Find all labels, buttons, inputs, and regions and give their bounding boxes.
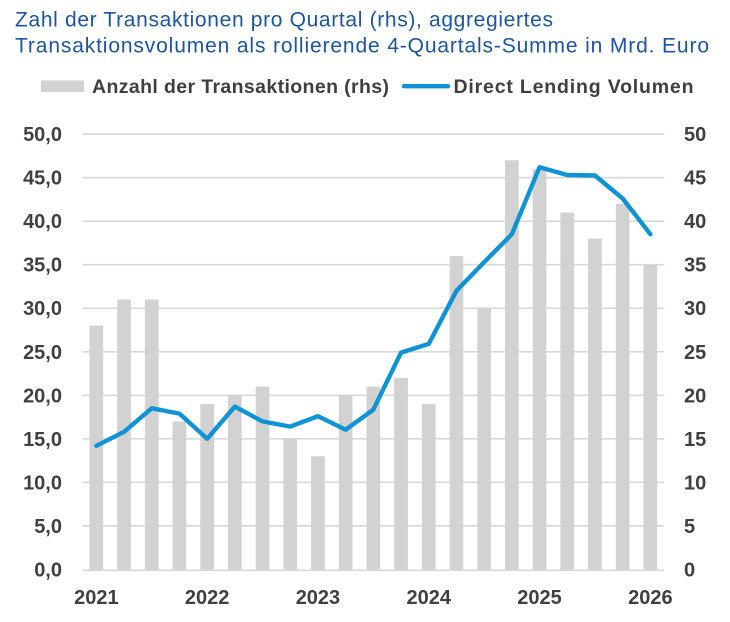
svg-text:20: 20 — [684, 385, 706, 407]
svg-text:2022: 2022 — [185, 587, 230, 609]
svg-text:25,0: 25,0 — [23, 342, 62, 364]
svg-text:15,0: 15,0 — [23, 429, 62, 451]
svg-text:2026: 2026 — [628, 587, 673, 609]
svg-text:45,0: 45,0 — [23, 168, 62, 190]
svg-text:2023: 2023 — [296, 587, 341, 609]
svg-text:Transaktionsvolumen als rollie: Transaktionsvolumen als rollierende 4-Qu… — [15, 34, 709, 57]
svg-text:2025: 2025 — [517, 587, 562, 609]
svg-text:Direct Lending Volumen: Direct Lending Volumen — [454, 76, 694, 98]
svg-text:5: 5 — [684, 516, 695, 538]
svg-text:15: 15 — [684, 429, 706, 451]
svg-text:2021: 2021 — [74, 587, 119, 609]
svg-text:10: 10 — [684, 472, 706, 494]
svg-text:10,0: 10,0 — [23, 472, 62, 494]
svg-text:35,0: 35,0 — [23, 255, 62, 277]
svg-text:50,0: 50,0 — [23, 124, 62, 146]
svg-text:0,0: 0,0 — [34, 559, 62, 581]
svg-text:5,0: 5,0 — [34, 516, 62, 538]
svg-text:30,0: 30,0 — [23, 298, 62, 320]
svg-text:40,0: 40,0 — [23, 211, 62, 233]
svg-text:25: 25 — [684, 342, 706, 364]
svg-text:2024: 2024 — [407, 587, 452, 609]
svg-text:30: 30 — [684, 298, 706, 320]
svg-text:45: 45 — [684, 168, 706, 190]
svg-text:0: 0 — [684, 559, 695, 581]
svg-text:35: 35 — [684, 255, 706, 277]
svg-text:Zahl der Transaktionen pro Qua: Zahl der Transaktionen pro Quartal (rhs)… — [15, 8, 553, 31]
svg-text:50: 50 — [684, 124, 706, 146]
svg-text:40: 40 — [684, 211, 706, 233]
svg-text:Anzahl der Transaktionen (rhs): Anzahl der Transaktionen (rhs) — [92, 76, 389, 98]
svg-text:20,0: 20,0 — [23, 385, 62, 407]
